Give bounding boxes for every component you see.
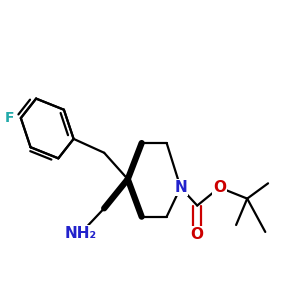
Text: O: O	[191, 227, 204, 242]
Text: N: N	[174, 180, 187, 195]
Text: NH₂: NH₂	[64, 226, 97, 241]
Text: O: O	[213, 180, 226, 195]
Text: F: F	[4, 111, 14, 125]
